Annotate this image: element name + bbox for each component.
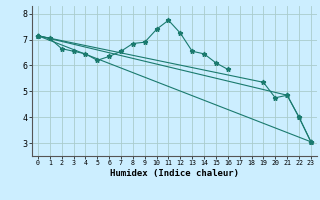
X-axis label: Humidex (Indice chaleur): Humidex (Indice chaleur)	[110, 169, 239, 178]
